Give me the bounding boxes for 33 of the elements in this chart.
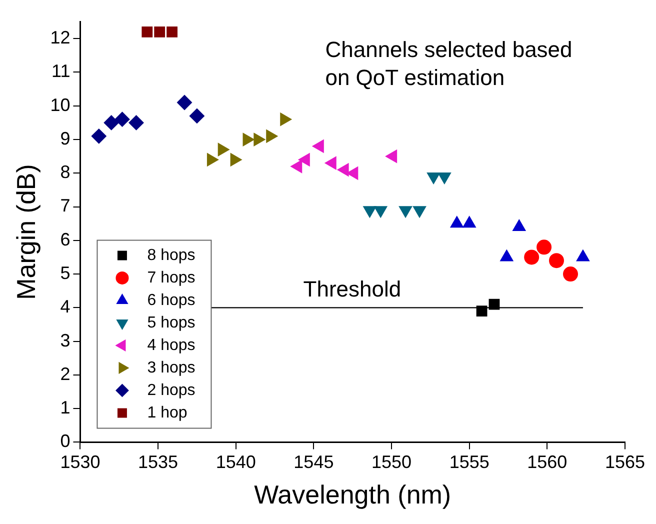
legend-label: 6 hops [147,292,196,309]
x-tick-label: 1540 [216,452,256,472]
x-tick-label: 1530 [60,452,100,472]
x-tick-label: 1545 [294,452,334,472]
legend-label: 8 hops [147,246,196,264]
x-tick-label: 1535 [138,452,178,472]
legend-label: 4 hops [147,336,196,354]
y-tick-label: 7 [60,196,70,216]
legend-label: 3 hops [147,359,196,376]
legend-label: 7 hops [147,269,196,286]
x-tick-label: 1560 [527,452,568,472]
legend-label: 5 hops [147,314,196,332]
y-tick-label: 11 [52,61,70,82]
y-tick-label: 10 [50,94,70,115]
y-tick-label: 6 [60,229,70,250]
x-axis-title: Wavelength (nm) [254,480,452,510]
x-tick-label: 1550 [371,452,412,472]
y-tick-label: 0 [60,431,70,452]
ref-line-label: Threshold [303,276,402,302]
legend-label: 2 hops [147,382,196,399]
y-tick-label: 8 [60,162,70,182]
x-tick-label: 1565 [604,452,645,472]
legend-label: 1 hop [147,404,188,422]
y-axis-title: Margin (dB) [10,164,41,300]
annotation: Channels selected based on QoT estimation [325,36,572,90]
y-tick-label: 5 [60,263,70,284]
y-tick-label: 1 [60,398,70,418]
y-tick-label: 12 [50,28,70,48]
y-tick-label: 2 [60,364,70,384]
y-tick-label: 9 [60,128,70,148]
x-tick-label: 1555 [449,452,490,472]
y-tick-label: 4 [60,296,70,317]
y-tick-label: 3 [60,330,70,350]
